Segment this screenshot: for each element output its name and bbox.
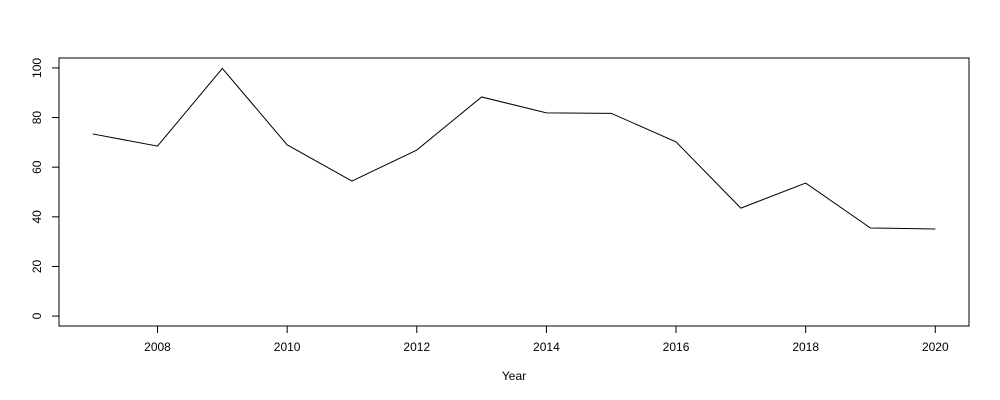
- y-tick-label: 60: [30, 160, 44, 174]
- y-tick-label: 100: [30, 58, 44, 78]
- x-axis-label: Year: [502, 369, 526, 383]
- x-tick-label: 2020: [922, 340, 949, 354]
- x-tick-label: 2008: [144, 340, 171, 354]
- x-tick-label: 2012: [403, 340, 430, 354]
- data-line: [92, 67, 936, 230]
- x-tick-label: 2010: [274, 340, 301, 354]
- y-tick-label: 20: [30, 259, 44, 273]
- x-tick-label: 2018: [792, 340, 819, 354]
- plot-box: [58, 57, 970, 327]
- y-tick-label: 0: [30, 312, 44, 319]
- x-tick-label: 2016: [663, 340, 690, 354]
- y-tick-label: 40: [30, 210, 44, 224]
- x-tick-label: 2014: [533, 340, 560, 354]
- y-tick-label: 80: [30, 111, 44, 125]
